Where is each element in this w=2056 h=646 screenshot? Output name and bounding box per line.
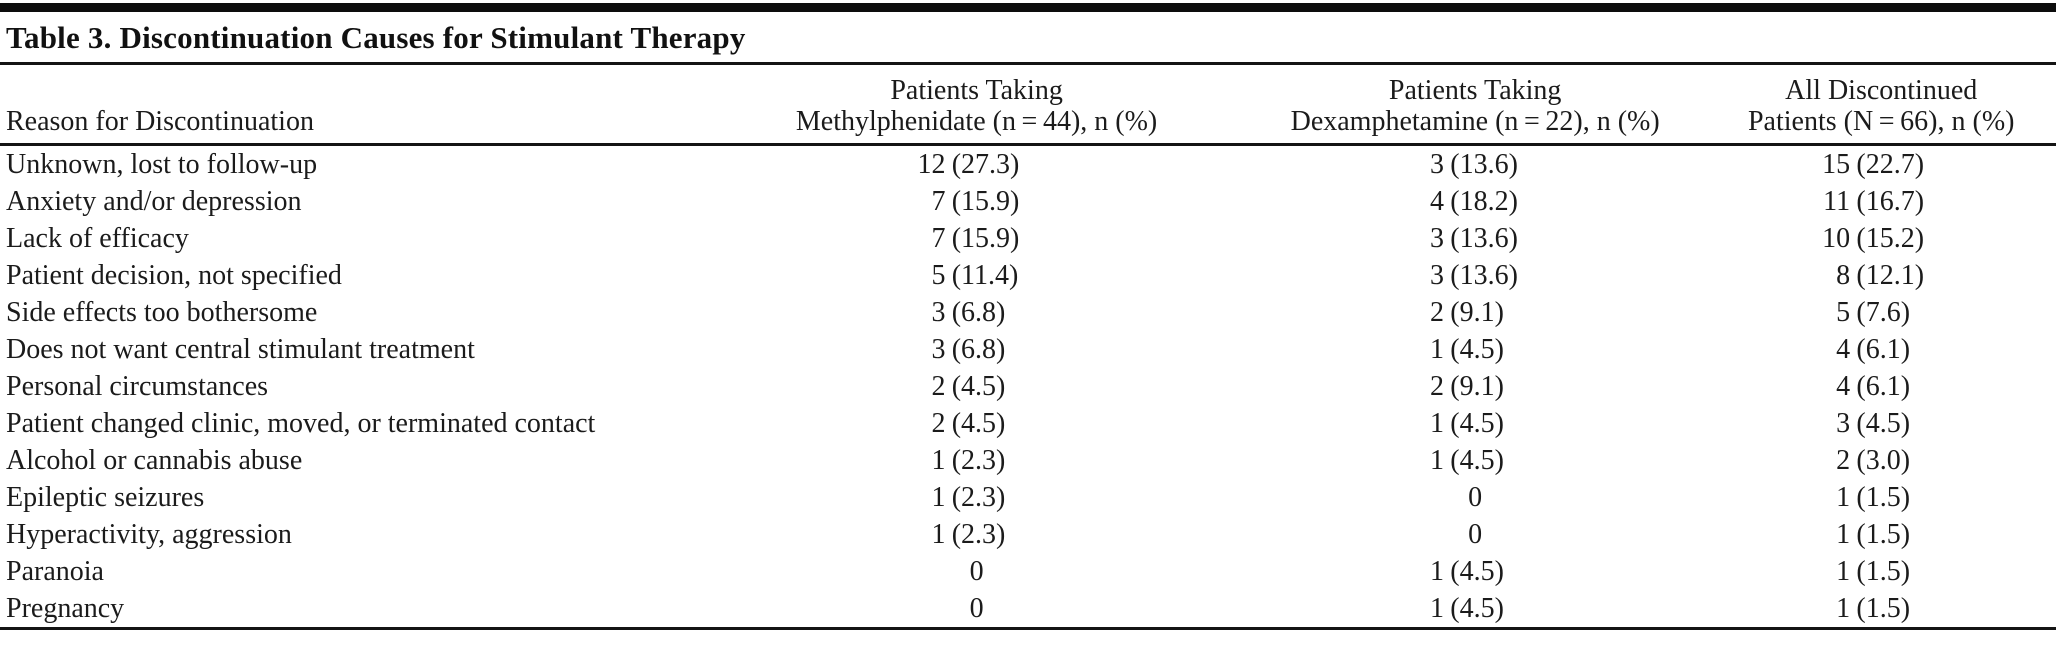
methylphenidate-value-cell: 7 (15.9) <box>931 223 1020 254</box>
table-row: Anxiety and/or depression 7 (15.9) 4 (18.2… <box>0 183 2056 220</box>
methylphenidate-value-cell: 0 <box>969 556 984 587</box>
all-discontinued-value-cell: 8 (12.1) <box>1836 260 1925 291</box>
reason-cell: Pregnancy <box>6 593 125 624</box>
column-header-methylphenidate-line1: Patients Taking <box>890 75 1063 106</box>
methylphenidate-value-cell: 7 (15.9) <box>931 186 1020 217</box>
column-header-reason-label: Reason for Discontinuation <box>6 106 314 137</box>
discontinuation-table: Reason for Discontinuation Patients Taki… <box>0 65 2056 630</box>
table-top-thick-rule <box>0 3 2056 12</box>
methylphenidate-value-cell: 1 (2.3) <box>931 519 1006 550</box>
table-header: Reason for Discontinuation Patients Taki… <box>0 65 2056 146</box>
table-row: Personal circumstances 2 (4.5) 2 (9.1) 4 (6… <box>0 368 2056 405</box>
table-row: Epileptic seizures 1 (2.3) 0 1 (1.5) <box>0 479 2056 516</box>
column-header-dexamphetamine-line1: Patients Taking <box>1388 75 1562 106</box>
all-discontinued-value-cell: 1 (1.5) <box>1836 519 1911 550</box>
reason-cell: Anxiety and/or depression <box>6 186 302 217</box>
methylphenidate-value-cell: 1 (2.3) <box>931 482 1006 513</box>
column-header-dexamphetamine-line2: Dexamphetamine (n = 22), n (%) <box>1290 106 1660 137</box>
table-row: Pregnancy 0 1 (4.5) 1 (1.5) <box>0 590 2056 629</box>
table-row: Unknown, lost to follow-up 12 (27.3) 3 (13… <box>0 145 2056 184</box>
reason-cell: Patient decision, not specified <box>6 260 342 291</box>
table-row: Hyperactivity, aggression 1 (2.3) 0 1 (1.5… <box>0 516 2056 553</box>
column-header-methylphenidate-line2: Methylphenidate (n = 44), n (%) <box>795 106 1158 137</box>
all-discontinued-value-cell: 5 (7.6) <box>1836 297 1911 328</box>
column-header-reason: Reason for Discontinuation <box>0 65 710 146</box>
table-row: Patient decision, not specified 5 (11.4) … <box>0 257 2056 294</box>
all-discontinued-value-cell: 3 (4.5) <box>1836 408 1911 439</box>
dexamphetamine-value-cell: 1 (4.5) <box>1430 445 1504 476</box>
column-header-all-discontinued-line2: Patients (N = 66), n (%) <box>1747 106 2015 137</box>
reason-cell: Epileptic seizures <box>6 482 205 513</box>
methylphenidate-value-cell: 12 (27.3) <box>917 149 1020 180</box>
dexamphetamine-value-cell: 1 (4.5) <box>1430 556 1504 587</box>
reason-cell: Paranoia <box>6 556 104 587</box>
dexamphetamine-value-cell: 0 <box>1468 519 1483 550</box>
reason-cell: Patient changed clinic, moved, or termin… <box>6 408 596 439</box>
table-title: Table 3. Discontinuation Causes for Stim… <box>6 20 746 55</box>
table-row: Does not want central stimulant treatmen… <box>0 331 2056 368</box>
dexamphetamine-value-cell: 2 (9.1) <box>1430 371 1504 402</box>
reason-cell: Personal circumstances <box>6 371 269 402</box>
dexamphetamine-value-cell: 3 (13.6) <box>1430 223 1518 254</box>
all-discontinued-value-cell: 15 (22.7) <box>1822 149 1925 180</box>
all-discontinued-value-cell: 1 (1.5) <box>1836 556 1911 587</box>
dexamphetamine-value-cell: 3 (13.6) <box>1430 260 1518 291</box>
reason-cell: Unknown, lost to follow-up <box>6 149 318 180</box>
methylphenidate-value-cell: 3 (6.8) <box>931 297 1006 328</box>
all-discontinued-value-cell: 10 (15.2) <box>1822 223 1925 254</box>
methylphenidate-value-cell: 2 (4.5) <box>931 408 1006 439</box>
dexamphetamine-value-cell: 3 (13.6) <box>1430 149 1518 180</box>
table-row: Paranoia 0 1 (4.5) 1 (1.5) <box>0 553 2056 590</box>
reason-cell: Hyperactivity, aggression <box>6 519 292 550</box>
dexamphetamine-value-cell: 1 (4.5) <box>1430 334 1504 365</box>
header-row: Reason for Discontinuation Patients Taki… <box>0 65 2056 146</box>
reason-cell: Side effects too bothersome <box>6 297 318 328</box>
reason-cell: Alcohol or cannabis abuse <box>6 445 303 476</box>
column-header-methylphenidate: Patients Taking Methylphenidate (n = 44)… <box>709 65 1244 146</box>
column-header-all-discontinued: All Discontinued Patients (N = 66), n (%… <box>1706 65 2056 146</box>
table-body: Unknown, lost to follow-up 12 (27.3) 3 (13… <box>0 145 2056 629</box>
all-discontinued-value-cell: 1 (1.5) <box>1836 593 1911 624</box>
column-header-all-discontinued-line1: All Discontinued <box>1785 75 1978 106</box>
reason-cell: Does not want central stimulant treatmen… <box>6 334 475 365</box>
title-bottom-rule <box>0 62 2056 65</box>
reason-cell: Lack of efficacy <box>6 223 189 254</box>
all-discontinued-value-cell: 1 (1.5) <box>1836 482 1911 513</box>
methylphenidate-value-cell: 2 (4.5) <box>931 371 1006 402</box>
methylphenidate-value-cell: 1 (2.3) <box>931 445 1006 476</box>
table-row: Side effects too bothersome 3 (6.8) 2 (9.1… <box>0 294 2056 331</box>
table-row: Patient changed clinic, moved, or termin… <box>0 405 2056 442</box>
dexamphetamine-value-cell: 1 (4.5) <box>1430 408 1504 439</box>
all-discontinued-value-cell: 2 (3.0) <box>1836 445 1911 476</box>
dexamphetamine-value-cell: 0 <box>1468 482 1483 513</box>
dexamphetamine-value-cell: 4 (18.2) <box>1430 186 1518 217</box>
dexamphetamine-value-cell: 1 (4.5) <box>1430 593 1504 624</box>
all-discontinued-value-cell: 4 (6.1) <box>1836 334 1911 365</box>
all-discontinued-value-cell: 11 (16.7) <box>1823 186 1925 217</box>
column-header-dexamphetamine: Patients Taking Dexamphetamine (n = 22),… <box>1243 65 1707 146</box>
methylphenidate-value-cell: 5 (11.4) <box>931 260 1019 291</box>
methylphenidate-value-cell: 3 (6.8) <box>931 334 1006 365</box>
table-row: Alcohol or cannabis abuse 1 (2.3) 1 (4.5) … <box>0 442 2056 479</box>
all-discontinued-value-cell: 4 (6.1) <box>1836 371 1911 402</box>
table-row: Lack of efficacy 7 (15.9) 3 (13.6) 10 (15.2… <box>0 220 2056 257</box>
methylphenidate-value-cell: 0 <box>969 593 984 624</box>
dexamphetamine-value-cell: 2 (9.1) <box>1430 297 1504 328</box>
